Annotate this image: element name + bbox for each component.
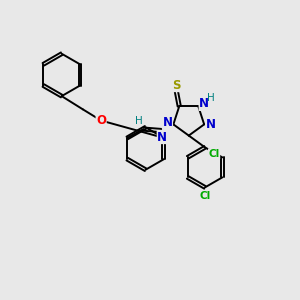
Text: N: N — [206, 118, 216, 131]
Text: N: N — [157, 130, 167, 143]
Text: H: H — [207, 93, 214, 103]
Text: Cl: Cl — [199, 190, 211, 201]
Text: Cl: Cl — [208, 149, 220, 159]
Text: S: S — [172, 79, 181, 92]
Text: N: N — [199, 98, 209, 110]
Text: N: N — [163, 116, 172, 129]
Text: O: O — [96, 114, 106, 127]
Text: H: H — [135, 116, 143, 126]
